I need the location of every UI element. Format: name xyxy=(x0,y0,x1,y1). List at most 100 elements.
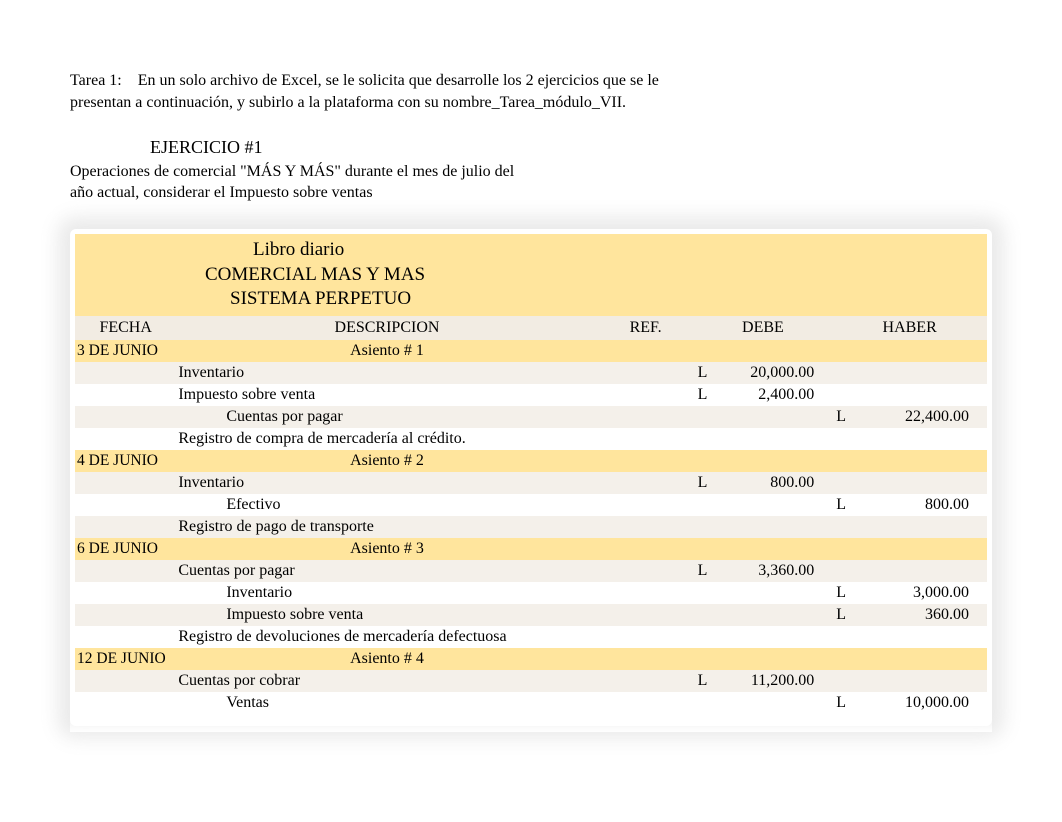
cell-fecha: 12 DE JUNIO xyxy=(75,648,176,670)
cell-debe xyxy=(720,538,832,560)
cell-fecha xyxy=(75,626,176,648)
cell-haber-currency xyxy=(832,648,859,670)
cell-haber-currency xyxy=(832,340,859,362)
table-row: Cuentas por cobrarL11,200.00 xyxy=(75,670,987,692)
cell-fecha xyxy=(75,582,176,604)
bottom-fade xyxy=(70,714,992,732)
cell-haber-currency xyxy=(832,384,859,406)
cell-debe-currency xyxy=(694,582,721,604)
cell-desc: Inventario xyxy=(176,472,597,494)
cell-desc: Asiento # 2 xyxy=(176,450,597,472)
cell-ref xyxy=(598,472,694,494)
cell-debe-currency xyxy=(694,604,721,626)
table-row: 4 DE JUNIOAsiento # 2 xyxy=(75,450,987,472)
cell-ref xyxy=(598,428,694,450)
table-row: InventarioL800.00 xyxy=(75,472,987,494)
table-row: 12 DE JUNIOAsiento # 4 xyxy=(75,648,987,670)
cell-haber-currency xyxy=(832,428,859,450)
ledger-title-3: SISTEMA PERPETUO xyxy=(75,287,987,312)
cell-fecha xyxy=(75,494,176,516)
cell-haber-currency: L xyxy=(832,582,859,604)
cell-debe xyxy=(720,582,832,604)
cell-ref xyxy=(598,450,694,472)
table-row: Impuesto sobre ventaL2,400.00 xyxy=(75,384,987,406)
cell-ref xyxy=(598,538,694,560)
cell-haber-currency: L xyxy=(832,494,859,516)
cell-desc: Registro de devoluciones de mercadería d… xyxy=(176,626,597,648)
cell-haber-currency xyxy=(832,516,859,538)
cell-ref xyxy=(598,406,694,428)
cell-haber xyxy=(859,626,987,648)
ledger-container: Libro diario COMERCIAL MAS Y MAS SISTEMA… xyxy=(70,229,992,726)
cell-desc: Cuentas por pagar xyxy=(176,560,597,582)
ledger-body: 3 DE JUNIOAsiento # 1InventarioL20,000.0… xyxy=(75,340,987,714)
cell-debe-currency xyxy=(694,450,721,472)
cell-haber: 22,400.00 xyxy=(859,406,987,428)
cell-haber xyxy=(859,428,987,450)
cell-desc: Cuentas por cobrar xyxy=(176,670,597,692)
cell-haber-currency xyxy=(832,362,859,384)
cell-haber: 10,000.00 xyxy=(859,692,987,714)
exercise-title: EJERCICIO #1 xyxy=(150,137,992,158)
cell-desc: Inventario xyxy=(176,362,597,384)
cell-debe-currency xyxy=(694,494,721,516)
cell-ref xyxy=(598,626,694,648)
cell-haber: 3,000.00 xyxy=(859,582,987,604)
cell-fecha xyxy=(75,428,176,450)
cell-fecha xyxy=(75,670,176,692)
ledger-header-row: FECHA DESCRIPCION REF. DEBE HABER xyxy=(75,316,987,340)
cell-fecha xyxy=(75,560,176,582)
cell-debe-currency xyxy=(694,692,721,714)
cell-ref xyxy=(598,340,694,362)
cell-debe-currency xyxy=(694,648,721,670)
cell-debe: 20,000.00 xyxy=(720,362,832,384)
cell-haber: 360.00 xyxy=(859,604,987,626)
cell-desc: Impuesto sobre venta xyxy=(176,604,597,626)
cell-desc: Inventario xyxy=(176,582,597,604)
cell-debe xyxy=(720,516,832,538)
table-row: Inventario L20,000.00 xyxy=(75,362,987,384)
cell-debe-currency: L xyxy=(694,384,721,406)
cell-haber xyxy=(859,560,987,582)
cell-ref xyxy=(598,692,694,714)
cell-debe xyxy=(720,406,832,428)
cell-haber xyxy=(859,670,987,692)
ledger-title-block: Libro diario COMERCIAL MAS Y MAS SISTEMA… xyxy=(75,234,987,316)
cell-ref xyxy=(598,670,694,692)
cell-debe-currency xyxy=(694,340,721,362)
cell-debe-currency xyxy=(694,626,721,648)
table-row: Impuesto sobre venta L360.00 xyxy=(75,604,987,626)
table-row: Cuentas por pagarL3,360.00 xyxy=(75,560,987,582)
cell-fecha xyxy=(75,472,176,494)
cell-haber xyxy=(859,538,987,560)
cell-debe: 3,360.00 xyxy=(720,560,832,582)
table-row: Registro de pago de transporte xyxy=(75,516,987,538)
cell-haber xyxy=(859,472,987,494)
cell-debe xyxy=(720,604,832,626)
cell-debe xyxy=(720,494,832,516)
cell-haber xyxy=(859,362,987,384)
cell-haber xyxy=(859,450,987,472)
table-row: Cuentas por pagarL22,400.00 xyxy=(75,406,987,428)
cell-fecha xyxy=(75,362,176,384)
cell-haber-currency: L xyxy=(832,604,859,626)
cell-desc: Registro de compra de mercadería al créd… xyxy=(176,428,597,450)
cell-haber xyxy=(859,340,987,362)
col-debe: DEBE xyxy=(694,316,833,340)
cell-haber xyxy=(859,516,987,538)
cell-debe-currency xyxy=(694,516,721,538)
cell-debe-currency: L xyxy=(694,670,721,692)
task-intro: En un solo archivo de Excel, se le solic… xyxy=(70,70,690,115)
cell-debe-currency xyxy=(694,428,721,450)
cell-fecha xyxy=(75,516,176,538)
cell-desc: Asiento # 3 xyxy=(176,538,597,560)
col-ref: REF. xyxy=(598,316,694,340)
cell-desc: Asiento # 1 xyxy=(176,340,597,362)
cell-haber-currency xyxy=(832,626,859,648)
cell-haber-currency xyxy=(832,538,859,560)
operations-text: Operaciones de comercial "MÁS Y MÁS" dur… xyxy=(70,161,540,204)
cell-debe-currency: L xyxy=(694,362,721,384)
cell-haber xyxy=(859,384,987,406)
cell-haber-currency xyxy=(832,670,859,692)
cell-fecha xyxy=(75,604,176,626)
